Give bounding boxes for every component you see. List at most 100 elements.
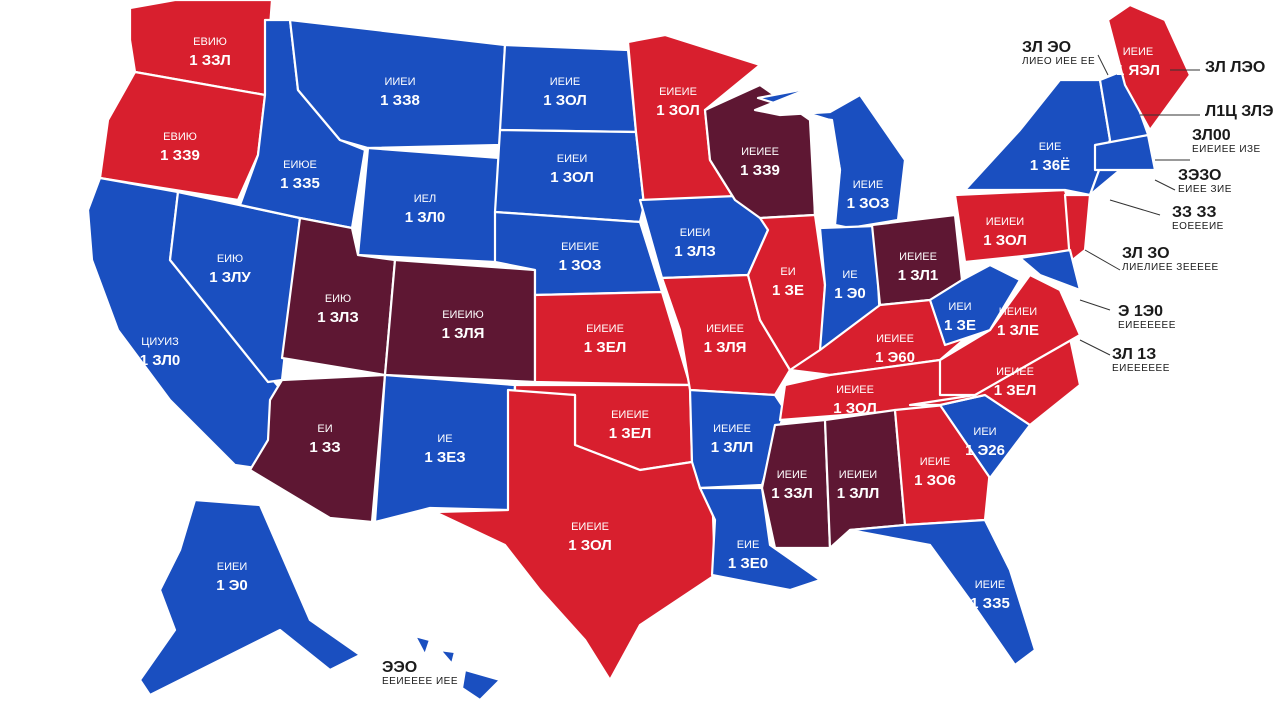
- state-num-PA: 1 ЗОЛ: [983, 232, 1027, 249]
- state-label-SD: ЕИЕИ 1 ЗОЛ: [550, 153, 594, 186]
- state-MD[interactable]: [1018, 248, 1082, 292]
- state-abbr-WI: ИЕИЕЕ: [741, 146, 779, 158]
- state-label-OH: ИЕИЕЕ 1 ЗЛ1: [898, 251, 938, 284]
- state-abbr-TN: ИЕИЕЕ: [836, 384, 874, 396]
- state-abbr-UT: ЕИЮ: [325, 293, 351, 305]
- state-num-AL: 1 ЗЛЛ: [837, 485, 880, 502]
- state-abbr-IN: ИЕ: [842, 269, 857, 281]
- state-label-ME: ИЕИЕ 1 ЯЭЛ: [1116, 46, 1160, 79]
- state-num-CA: 1 ЗЛ0: [140, 352, 180, 369]
- state-TX[interactable]: [433, 388, 717, 682]
- state-num-GA: 1 ЗО6: [914, 472, 956, 489]
- callout-4: ЗЛ00 ЕИЕИЕЕ ИЗЕ: [1192, 127, 1261, 155]
- state-abbr-TX: ЕИЕИЕ: [571, 521, 609, 533]
- state-abbr-WY: ИЕЛ: [414, 193, 436, 205]
- state-abbr-MI: ИЕИЕ: [853, 179, 884, 191]
- state-num-CO: 1 ЗЛЯ: [442, 325, 485, 342]
- state-label-SC: ИЕИ 1 Э26: [965, 426, 1005, 459]
- state-CO[interactable]: [383, 258, 537, 384]
- state-label-ID: ЕИЮЕ 1 ЗЗ5: [280, 159, 320, 192]
- state-label-OK: ЕИЕИЕ 1 ЗЕЛ: [609, 409, 651, 442]
- state-num-FL: 1 ЗЗ5: [970, 595, 1010, 612]
- state-label-MS: ИЕИЕ 1 ЗЗЛ: [771, 469, 812, 502]
- state-label-PA: ИЕИЕИ 1 ЗОЛ: [983, 216, 1027, 249]
- state-abbr-GA: ИЕИЕ: [920, 456, 951, 468]
- state-abbr-SD: ЕИЕИ: [557, 153, 588, 165]
- state-num-MO: 1 ЗЛЯ: [704, 339, 747, 356]
- state-MS[interactable]: [760, 418, 832, 550]
- state-num-LA: 1 ЗЕ0: [728, 555, 768, 572]
- state-label-NE: ЕИЕИЕ 1 ЗОЗ: [559, 241, 602, 274]
- state-ME[interactable]: [1106, 3, 1192, 132]
- state-abbr-AK: ЕИЕИ: [217, 561, 248, 573]
- state-abbr-NM: ИЕ: [437, 433, 452, 445]
- state-num-IA: 1 ЗЛЗ: [674, 243, 715, 260]
- callout-6: ЗЗ ЗЗ ЕОЕЕЕИЕ: [1172, 204, 1224, 232]
- state-WV[interactable]: [928, 263, 1022, 347]
- lake-michigan[interactable]: [810, 116, 842, 227]
- state-num-IL: 1 ЗЕ: [772, 282, 804, 299]
- state-SD[interactable]: [493, 128, 646, 224]
- state-AK[interactable]: [138, 498, 362, 697]
- state-NY[interactable]: [963, 78, 1112, 197]
- state-abbr-OK: ЕИЕИЕ: [611, 409, 649, 421]
- state-abbr-AR: ИЕИЕЕ: [713, 423, 751, 435]
- state-num-MI: 1 ЗОЗ: [847, 195, 890, 212]
- state-label-NV: ЕИЮ 1 ЗЛУ: [209, 253, 251, 286]
- callout-7: ЗЛ ЗО ЛИЕЛИЕЕ ЗЕЕЕЕЕ: [1122, 245, 1219, 273]
- state-ND[interactable]: [498, 43, 638, 134]
- state-label-FL: ИЕИЕ 1 ЗЗ5: [970, 579, 1010, 612]
- state-abbr-FL: ИЕИЕ: [975, 579, 1006, 591]
- state-abbr-AZ: ЕИ: [317, 423, 332, 435]
- state-num-OR: 1 ЗЗ9: [160, 147, 200, 164]
- state-FL[interactable]: [848, 518, 1037, 667]
- state-label-IA: ЕИЕИ 1 ЗЛЗ: [674, 227, 715, 260]
- state-label-KY: ИЕИЕЕ 1 Э60: [875, 333, 915, 366]
- state-abbr-AL: ИЕИЕИ: [839, 469, 877, 481]
- state-label-WA: ЕВИЮ 1 ЗЗЛ: [189, 36, 230, 69]
- state-num-ND: 1 ЗОЛ: [543, 92, 587, 109]
- state-num-IN: 1 Э0: [834, 285, 866, 302]
- state-num-NC: 1 ЗЕЛ: [994, 382, 1036, 399]
- state-num-AZ: 1 ЗЗ: [309, 439, 340, 456]
- state-num-WY: 1 ЗЛ0: [405, 209, 445, 226]
- state-num-AR: 1 ЗЛЛ: [711, 439, 754, 456]
- state-abbr-KY: ИЕИЕЕ: [876, 333, 914, 345]
- lake-superior[interactable]: [753, 90, 862, 117]
- state-num-WA: 1 ЗЗЛ: [189, 52, 230, 69]
- state-num-VA: 1 ЗЛЕ: [997, 322, 1039, 339]
- state-num-OK: 1 ЗЕЛ: [609, 425, 651, 442]
- state-num-ME: 1 ЯЭЛ: [1116, 62, 1160, 79]
- state-abbr-VA: ИЕИЕИ: [999, 306, 1037, 318]
- state-abbr-MT: ИИЕИ: [384, 76, 415, 88]
- state-abbr-IA: ЕИЕИ: [680, 227, 711, 239]
- callout-1: ЗЛ ЭО ЛИЕО ИЕЕ ЕЕ: [1022, 39, 1096, 67]
- callout-10: ЭЭО ЕЕИЕЕЕЕ ИЕЕ: [382, 659, 459, 687]
- state-label-MO: ИЕИЕЕ 1 ЗЛЯ: [704, 323, 747, 356]
- state-label-VA: ИЕИЕИ 1 ЗЛЕ: [997, 306, 1039, 339]
- state-abbr-OR: ЕВИЮ: [163, 131, 197, 143]
- state-num-KY: 1 Э60: [875, 349, 915, 366]
- state-label-GA: ИЕИЕ 1 ЗО6: [914, 456, 956, 489]
- state-label-WY: ИЕЛ 1 ЗЛ0: [405, 193, 445, 226]
- state-num-UT: 1 ЗЛЗ: [317, 309, 358, 326]
- callout-8: Э 1Э0 ЕИЕЕЕЕЕЕ: [1118, 303, 1176, 331]
- state-label-WI: ИЕИЕЕ 1 ЗЗ9: [740, 146, 780, 179]
- state-label-MI: ИЕИЕ 1 ЗОЗ: [847, 179, 890, 212]
- state-abbr-SC: ИЕИ: [973, 426, 996, 438]
- state-label-AZ: ЕИ 1 ЗЗ: [309, 423, 340, 456]
- state-MA[interactable]: [1093, 133, 1157, 172]
- state-num-NV: 1 ЗЛУ: [209, 269, 251, 286]
- state-NM[interactable]: [373, 373, 517, 524]
- state-WY[interactable]: [356, 146, 502, 264]
- state-abbr-KS: ЕИЕИЕ: [586, 323, 624, 335]
- state-num-WV: 1 ЗЕ: [944, 317, 976, 334]
- state-label-TX: ЕИЕИЕ 1 ЗОЛ: [568, 521, 612, 554]
- state-num-SC: 1 Э26: [965, 442, 1005, 459]
- callout-5: ЗЭЗО ЕИЕЕ ЗИЕ: [1178, 167, 1232, 195]
- state-label-CA: ЦИУИЗ 1 ЗЛ0: [140, 336, 180, 369]
- state-HI[interactable]: [413, 634, 502, 702]
- state-num-KS: 1 ЗЕЛ: [584, 339, 626, 356]
- state-label-IN: ИЕ 1 Э0: [834, 269, 866, 302]
- state-num-NY: 1 З6Ё: [1030, 157, 1070, 174]
